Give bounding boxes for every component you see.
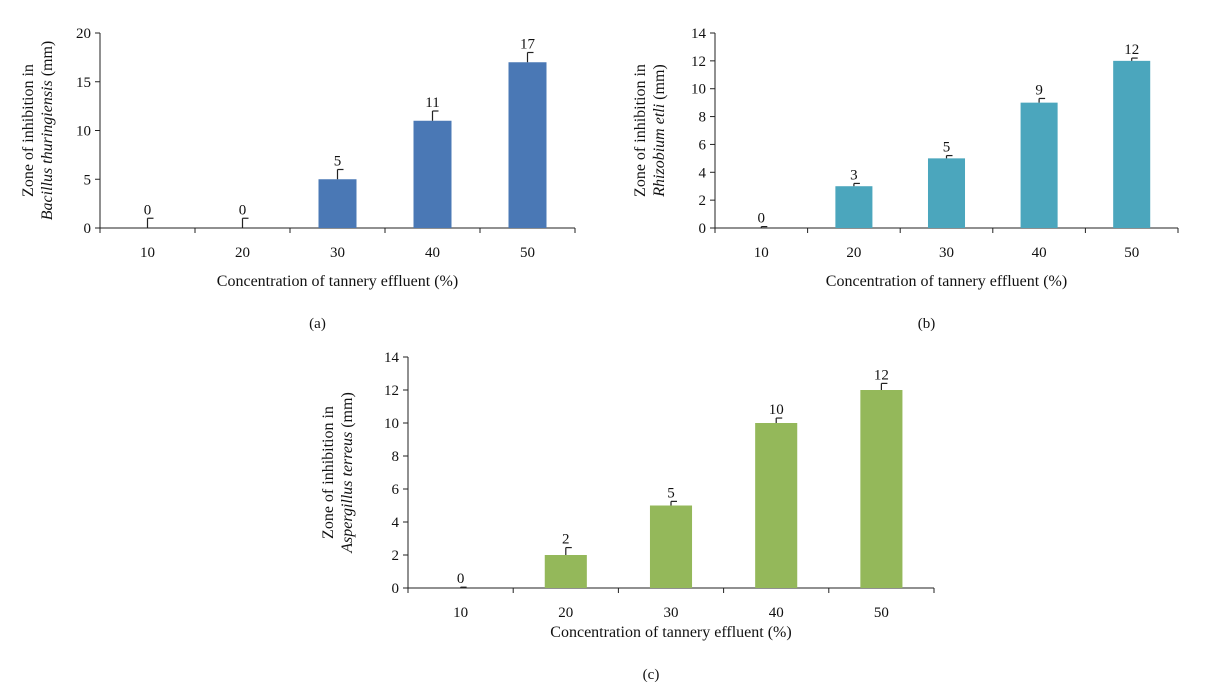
- x-tick-label: 40: [1032, 245, 1047, 261]
- x-tick-label: 50: [1124, 245, 1139, 261]
- x-tick-label: 30: [664, 605, 679, 621]
- y-tick-label: 14: [384, 350, 400, 366]
- y-tick-label: 6: [699, 137, 707, 153]
- panel-label: (a): [309, 316, 326, 332]
- x-tick-label: 40: [769, 605, 784, 621]
- x-tick-label: 10: [754, 245, 769, 261]
- bar-40: [755, 423, 798, 588]
- x-tick-label: 40: [425, 245, 440, 261]
- y-tick-label: 10: [76, 124, 91, 140]
- y-tick-label: 0: [84, 221, 92, 237]
- panel-label: (b): [918, 316, 936, 332]
- x-tick-label: 10: [140, 245, 155, 261]
- data-label: 12: [874, 367, 889, 383]
- x-tick-label: 20: [846, 245, 861, 261]
- y-tick-label: 12: [384, 383, 399, 399]
- data-label: 0: [758, 211, 766, 227]
- data-label: 9: [1035, 82, 1043, 98]
- x-tick-label: 50: [520, 245, 535, 261]
- chart-panel-b: 0 2 4 6 8 10 12 14 0 10 3 20 5 30 9 40 12 50 Concentration…: [612, 0, 1227, 350]
- y-tick-label: 14: [691, 26, 707, 42]
- y-axis-label-unit: (mm): [651, 64, 668, 104]
- y-axis-label-unit: (mm): [339, 392, 356, 432]
- chart-c-svg: 0 2 4 6 8 10 12 14 0 10 2 20 5 30 10 40 12 50 Concentratio…: [320, 350, 935, 683]
- bar-30: [649, 505, 693, 588]
- data-label: 0: [144, 202, 152, 218]
- panel-label: (c): [643, 667, 660, 683]
- y-tick-label: 12: [691, 54, 706, 70]
- bar-30: [318, 179, 357, 228]
- y-tick-label: 10: [384, 416, 399, 432]
- y-tick-label: 8: [392, 449, 400, 465]
- y-axis-label-organism: Rhizobium etli: [651, 104, 668, 198]
- chart-panel-c: 0 2 4 6 8 10 12 14 0 10 2 20 5 30 10 40 12 50 Concentratio…: [305, 345, 945, 695]
- bar-50: [1113, 60, 1151, 228]
- y-axis-label-line2: Rhizobium etli (mm): [651, 64, 668, 197]
- y-tick-label: 6: [392, 482, 400, 498]
- bar-20: [544, 555, 587, 588]
- x-tick-label: 20: [235, 245, 250, 261]
- data-label: 12: [1124, 42, 1139, 58]
- y-tick-label: 4: [699, 165, 707, 181]
- y-axis-label-line1: Zone of inhibition in: [632, 64, 649, 197]
- y-tick-label: 15: [76, 75, 91, 91]
- data-label: 0: [239, 202, 247, 218]
- y-axis-label-line1: Zone of inhibition in: [320, 406, 337, 539]
- chart-a-svg: 0 5 10 15 20 0 10 0 20 5 30 11 40 17 50 Concentration o…: [20, 26, 576, 332]
- x-axis-label: Concentration of tannery effluent (%): [826, 273, 1067, 290]
- y-axis-label-organism: Aspergillus terreus: [339, 432, 356, 554]
- x-tick-label: 50: [874, 605, 889, 621]
- y-tick-label: 8: [699, 110, 707, 126]
- x-axis-label: Concentration of tannery effluent (%): [550, 624, 791, 641]
- bar-40: [1020, 102, 1058, 228]
- y-axis-label: Zone of inhibition in Rhizobium etli (mm): [632, 64, 668, 198]
- y-axis-label-line2: Bacillus thuringiensis (mm): [39, 41, 56, 221]
- y-tick-label: 5: [84, 172, 92, 188]
- x-tick-label: 30: [330, 245, 345, 261]
- y-tick-label: 4: [392, 515, 400, 531]
- data-label: 17: [520, 37, 536, 53]
- y-axis-label-unit: (mm): [39, 41, 56, 81]
- y-axis-label-line1: Zone of inhibition in: [20, 64, 37, 197]
- y-axis-label-organism: Bacillus thuringiensis: [39, 80, 56, 220]
- bar-50: [860, 390, 903, 588]
- x-tick-label: 30: [939, 245, 954, 261]
- y-tick-label: 2: [392, 548, 400, 564]
- bar-30: [927, 158, 966, 228]
- y-axis-label: Zone of inhibition in Aspergillus terreus…: [320, 392, 356, 554]
- chart-b-svg: 0 2 4 6 8 10 12 14 0 10 3 20 5 30 9 40 12 50 Concentration…: [632, 26, 1179, 332]
- data-label: 10: [769, 402, 784, 418]
- x-tick-label: 10: [453, 605, 468, 621]
- bar-50: [508, 62, 547, 228]
- y-tick-label: 10: [691, 82, 706, 98]
- data-label: 5: [943, 140, 951, 156]
- data-label: 0: [457, 571, 465, 587]
- chart-panel-a: 0 5 10 15 20 0 10 0 20 5 30 11 40 17 50 Concentration o…: [0, 0, 600, 350]
- data-label: 2: [562, 532, 570, 548]
- y-tick-label: 20: [76, 26, 91, 42]
- y-tick-label: 0: [392, 581, 400, 597]
- y-axis-label-line2: Aspergillus terreus (mm): [339, 392, 356, 554]
- y-axis-label: Zone of inhibition in Bacillus thuringien…: [20, 41, 56, 221]
- x-axis-label: Concentration of tannery effluent (%): [217, 273, 458, 290]
- y-tick-label: 2: [699, 193, 707, 209]
- data-label: 5: [334, 154, 342, 170]
- bar-20: [835, 186, 873, 228]
- bar-40: [413, 120, 452, 228]
- data-label: 3: [850, 167, 858, 183]
- x-tick-label: 20: [558, 605, 573, 621]
- data-label: 11: [425, 95, 439, 111]
- data-label: 5: [667, 485, 675, 501]
- y-tick-label: 0: [699, 221, 707, 237]
